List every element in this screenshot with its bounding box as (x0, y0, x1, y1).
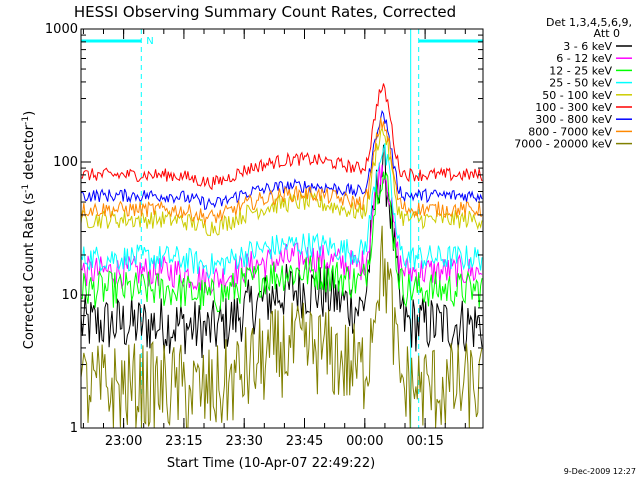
legend-label-4: 50 - 100 keV (542, 89, 612, 102)
y-axis-label: Corrected Count Rate (s-1 detector-1) (21, 111, 37, 349)
x-tick-label: 23:00 (105, 434, 142, 449)
night-marker-label: N (146, 36, 153, 47)
legend-label-7: 800 - 7000 keV (528, 125, 612, 138)
x-tick-label: 23:45 (286, 434, 323, 449)
x-tick-label: 00:00 (346, 434, 383, 449)
y-tick-label: 1 (70, 421, 78, 436)
legend-label-6: 300 - 800 keV (535, 113, 612, 126)
y-tick-label: 100 (53, 155, 78, 170)
legend-label-1: 6 - 12 keV (556, 52, 612, 65)
legend-header: Det 1,3,4,5,6,9, (546, 16, 632, 29)
y-tick-label: 10 (61, 288, 78, 303)
series-line-0 (80, 144, 483, 359)
x-tick-label: 00:15 (406, 434, 443, 449)
x-tick-label: 23:15 (165, 434, 202, 449)
plot-frame: 1 10 100 1000 23:00 23:15 23:30 23:45 00:00 00:15 (45, 22, 484, 449)
x-axis-label: Start Time (10-Apr-07 22:49:22) (167, 456, 375, 471)
x-tick-label: 23:30 (225, 434, 262, 449)
legend-label-8: 7000 - 20000 keV (514, 138, 612, 151)
series-line-3 (80, 143, 483, 280)
series-line-8 (80, 225, 483, 429)
series-line-6 (80, 109, 483, 211)
series-line-5 (80, 83, 483, 191)
legend-label-2: 12 - 25 keV (549, 64, 612, 77)
chart-title: HESSI Observing Summary Count Rates, Cor… (74, 3, 456, 21)
plot-border (80, 28, 484, 429)
legend-label-3: 25 - 50 keV (549, 77, 612, 90)
series-line-2 (80, 171, 483, 313)
plot-area: N (80, 29, 483, 429)
legend-label-0: 3 - 6 keV (563, 40, 612, 53)
legend-label-5: 100 - 300 keV (535, 101, 612, 114)
series-line-7 (80, 117, 483, 225)
timestamp: 9-Dec-2009 12:27 (564, 467, 636, 476)
legend-header: Att 0 (594, 27, 620, 40)
y-tick-label: 1000 (45, 22, 78, 37)
